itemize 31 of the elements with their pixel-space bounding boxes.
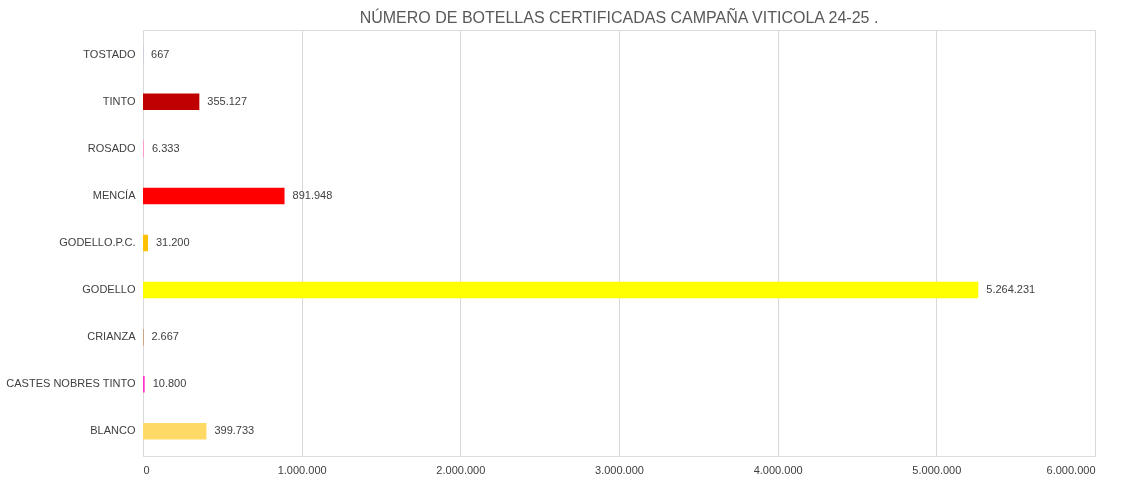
bar xyxy=(143,187,285,205)
data-label: 6.333 xyxy=(152,141,180,154)
bar xyxy=(143,423,207,440)
x-tick-label: 3.000.000 xyxy=(595,463,644,476)
data-label: 2.667 xyxy=(151,330,179,343)
y-tick-label: CASTES NOBRES TINTO xyxy=(6,377,136,390)
bar xyxy=(143,281,979,299)
x-tick-label: 4.000.000 xyxy=(753,463,803,476)
y-tick-label: BLANCO xyxy=(90,424,136,437)
data-label: 5.264.231 xyxy=(986,283,1036,296)
data-label: 399.733 xyxy=(214,424,255,437)
y-tick-label: TINTO xyxy=(102,94,136,107)
chart-title: NÚMERO DE BOTELLAS CERTIFICADAS CAMPAÑA VITICOLA 24-25 . xyxy=(359,7,879,26)
data-label: 667 xyxy=(151,47,170,60)
x-tick-label: 2.000.000 xyxy=(436,463,486,476)
x-tick-label: 0 xyxy=(143,463,150,476)
data-label: 891.948 xyxy=(292,188,333,201)
y-tick-label: TOSTADO xyxy=(83,47,136,60)
bar xyxy=(143,93,200,111)
y-tick-label: GODELLO.P.C. xyxy=(59,236,136,248)
y-tick-label: GODELLO xyxy=(82,283,136,296)
data-label: 10.800 xyxy=(152,377,187,390)
y-tick-label: ROSADO xyxy=(87,141,136,154)
data-label: 355.127 xyxy=(207,94,248,107)
data-label: 31.200 xyxy=(155,236,190,248)
bar xyxy=(143,234,148,252)
x-tick-label: 6.000.000 xyxy=(1046,463,1096,476)
y-tick-label: MENCÍA xyxy=(92,188,137,201)
x-tick-label: 5.000.000 xyxy=(912,463,962,476)
x-tick-label: 1.000.000 xyxy=(277,463,327,476)
y-tick-label: CRIANZA xyxy=(87,330,137,343)
